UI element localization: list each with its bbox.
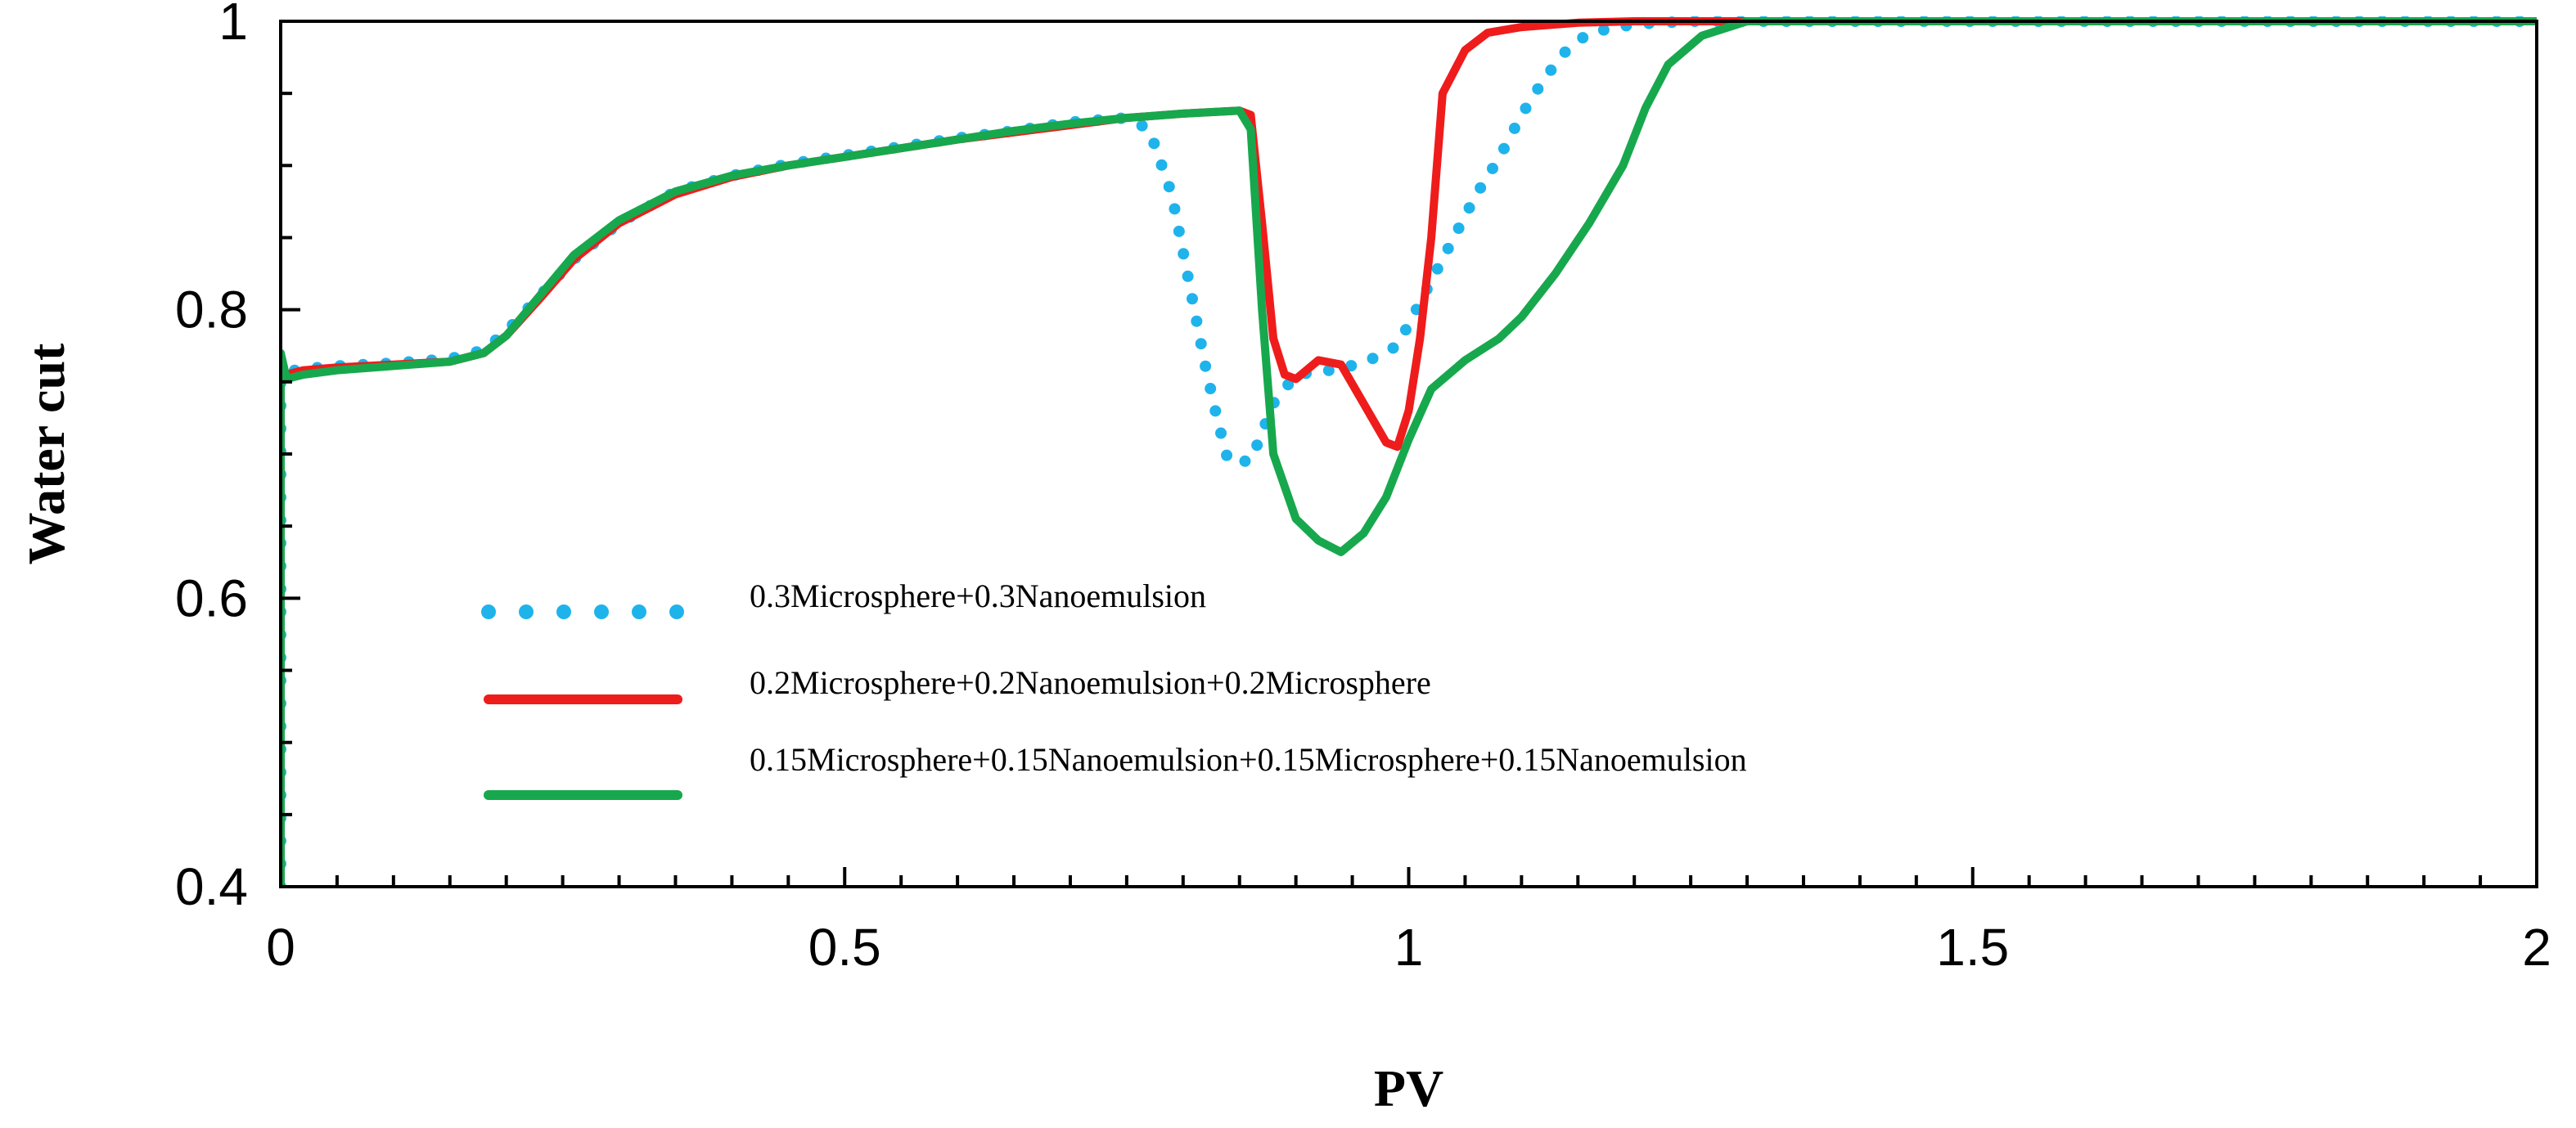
series-line-3 <box>281 17 2537 887</box>
legend-item-series-2: 0.2Microsphere+0.2Nanoemulsion+0.2Micros… <box>484 664 1431 704</box>
y-tick-label: 0.4 <box>175 857 248 916</box>
x-tick-label: 1.5 <box>1936 918 2009 977</box>
legend: 0.3Microsphere+0.3Nanoemulsion 0.2Micros… <box>481 577 1747 800</box>
legend-label-series-3: 0.15Microsphere+0.15Nanoemulsion+0.15Mic… <box>750 741 1747 778</box>
x-tick-label: 1 <box>1394 918 1424 977</box>
legend-item-series-3: 0.15Microsphere+0.15Nanoemulsion+0.15Mic… <box>484 741 1747 800</box>
legend-label-series-1: 0.3Microsphere+0.3Nanoemulsion <box>750 577 1206 614</box>
y-tick-label: 0.6 <box>175 568 248 627</box>
tick-labels-layer: 0 0.5 1 1.5 2 0.4 0.6 0.8 1 <box>175 0 2551 977</box>
y-tick-label: 1 <box>218 0 248 51</box>
x-tick-label: 0 <box>266 918 295 977</box>
legend-item-series-1: 0.3Microsphere+0.3Nanoemulsion <box>481 577 1206 619</box>
y-tick-label: 0.8 <box>175 281 248 339</box>
legend-label-series-2: 0.2Microsphere+0.2Nanoemulsion+0.2Micros… <box>750 664 1431 701</box>
x-tick-label: 0.5 <box>808 918 881 977</box>
ticks-layer <box>279 20 2538 888</box>
series-layer <box>281 16 2537 887</box>
y-axis-title: Water cut <box>17 343 75 564</box>
x-axis-title: PV <box>1374 1059 1443 1117</box>
x-tick-label: 2 <box>2522 918 2551 977</box>
